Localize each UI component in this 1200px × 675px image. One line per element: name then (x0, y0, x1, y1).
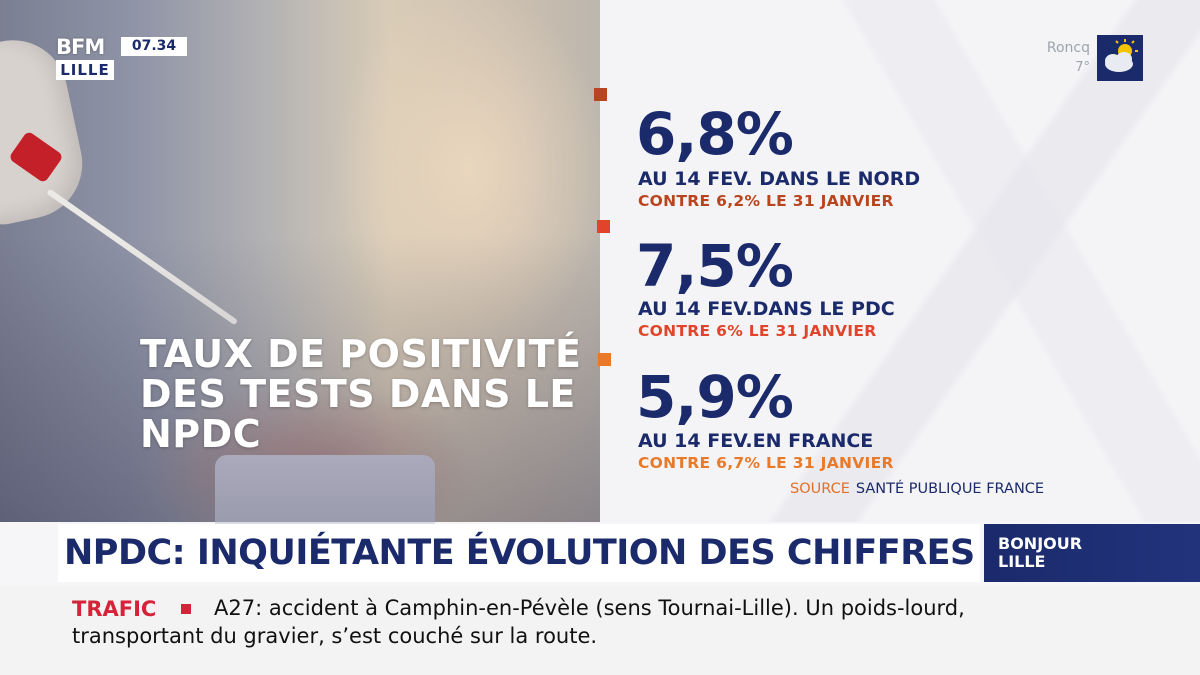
photo-title: TAUX DE POSITIVITÉ DES TESTS DANS LE NPD… (140, 332, 582, 456)
ticker-dot (181, 604, 191, 614)
ticker-text: A27: accident à Camphin-en-Pévèle (sens … (72, 596, 965, 648)
show-tag (984, 524, 1200, 582)
patient-sleeve (215, 455, 435, 525)
sun-behind-cloud-icon (1097, 35, 1143, 81)
stat-1-value: 6,8% (636, 100, 794, 168)
stat-1-comparison: CONTRE 6,2% LE 31 JANVIER (638, 192, 894, 210)
source-label: SOURCE (790, 481, 850, 497)
stat-3-description: AU 14 FEV.EN FRANCE (638, 430, 874, 452)
weather-city: Roncq (1046, 40, 1090, 56)
weather-temperature: 7° (1075, 60, 1090, 75)
logo-brand: BFM (56, 35, 105, 59)
stat-3-comparison: CONTRE 6,7% LE 31 JANVIER (638, 454, 894, 472)
news-ticker (0, 586, 1200, 675)
logo-city: LILLE (56, 60, 114, 80)
stat-1-description: AU 14 FEV. DANS LE NORD (638, 168, 921, 190)
stat-2-value: 7,5% (636, 232, 794, 300)
stats-panel (600, 0, 1200, 522)
source-line: SOURCE SANTÉ PUBLIQUE FRANCE (790, 481, 1044, 497)
background-photo (0, 0, 600, 525)
photo-shade (0, 0, 600, 522)
stat-3-value: 5,9% (636, 363, 794, 431)
ticker-label: TRAFIC (72, 597, 157, 621)
stat-2-comparison: CONTRE 6% LE 31 JANVIER (638, 322, 877, 340)
stat-3-bullet (598, 353, 611, 366)
show-name: BONJOUR LILLE (998, 534, 1083, 571)
clock: 07.34 (121, 37, 187, 56)
source-name: SANTÉ PUBLIQUE FRANCE (855, 481, 1045, 497)
stat-1-bullet (594, 88, 607, 101)
stat-2-bullet (597, 220, 610, 233)
headline-bar (58, 524, 980, 582)
stat-2-description: AU 14 FEV.DANS LE PDC (638, 298, 895, 320)
headline-text: NPDC: INQUIÉTANTE ÉVOLUTION DES CHIFFRES… (64, 533, 1108, 573)
